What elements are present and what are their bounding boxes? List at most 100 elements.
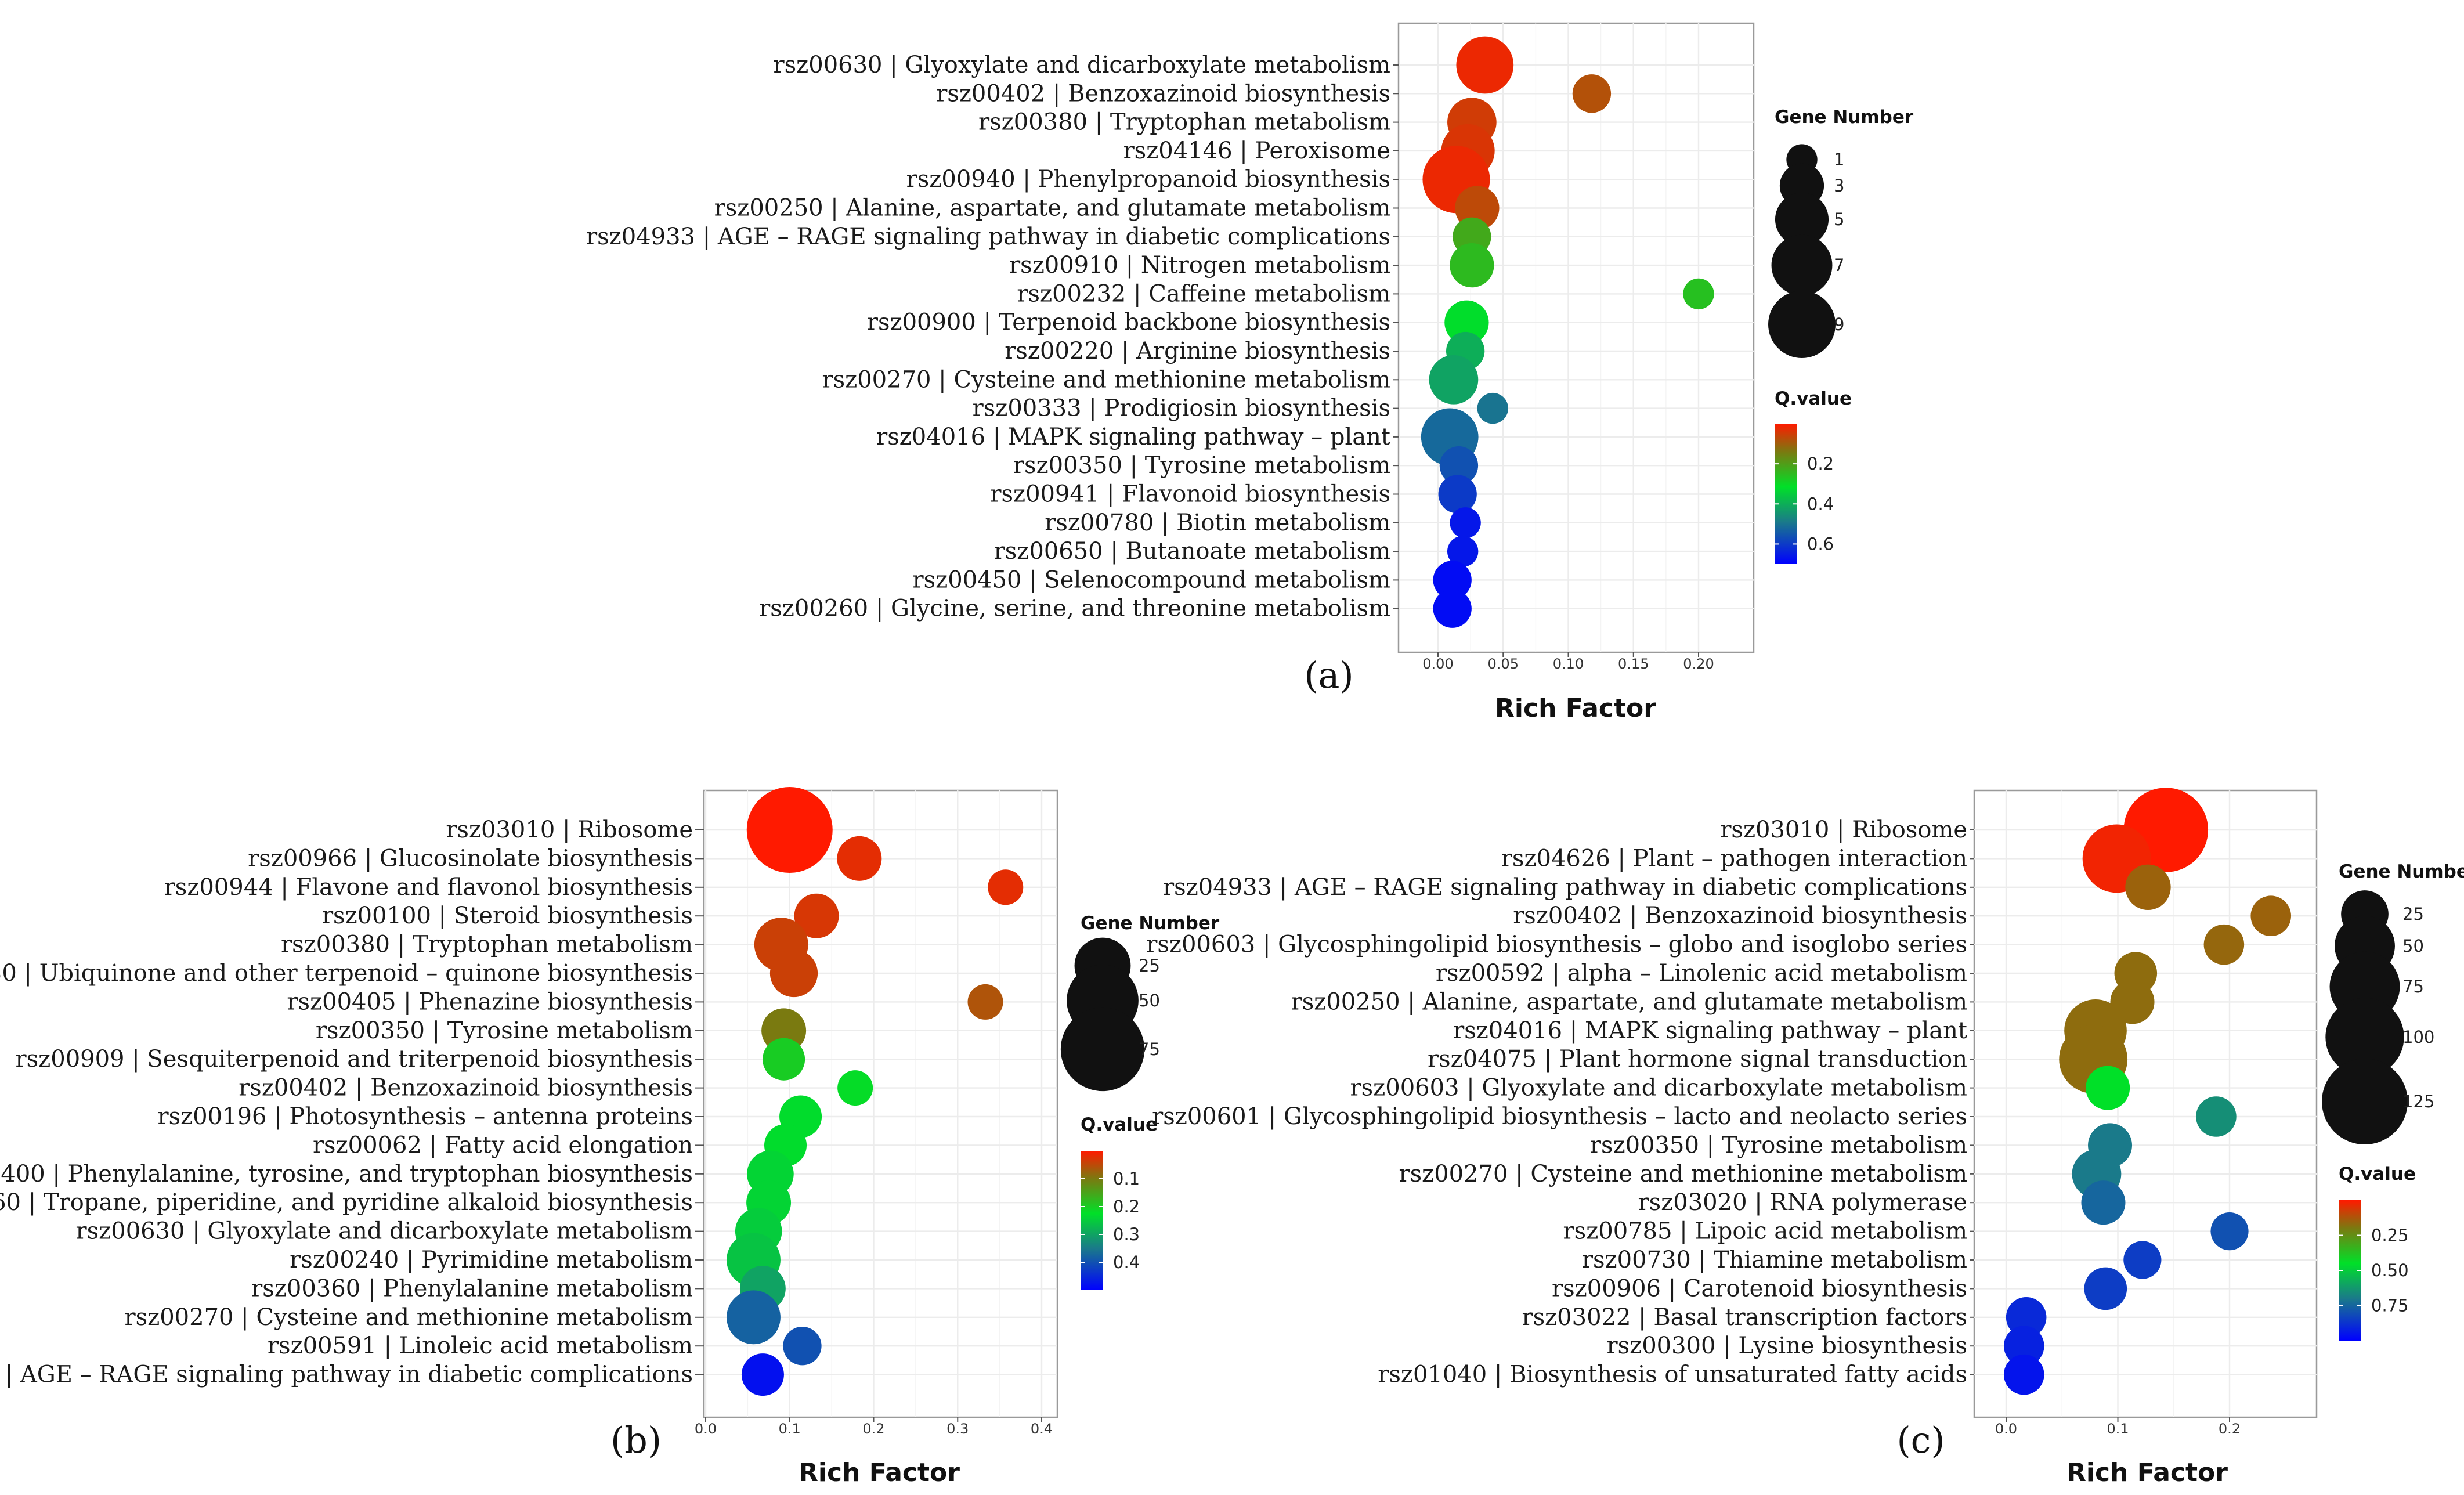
pathway-label: rsz00232 | Caffeine metabolism xyxy=(1017,280,1390,307)
x-axis-title: Rich Factor xyxy=(799,1458,960,1487)
panel-label: (b) xyxy=(610,1419,662,1461)
pathway-label: rsz00250 | Alanine, aspartate, and gluta… xyxy=(1291,988,1967,1015)
x-tick-label: 0.15 xyxy=(1618,656,1649,672)
size-legend-label: 5 xyxy=(1834,210,1844,229)
x-tick-label: 0.00 xyxy=(1422,656,1453,672)
pathway-label: rsz00960 | Tropane, piperidine, and pyri… xyxy=(0,1189,693,1216)
pathway-label: rsz00909 | Sesquiterpenoid and triterpen… xyxy=(16,1046,693,1072)
x-tick-label: 0.05 xyxy=(1488,656,1519,672)
pathway-label: rsz04016 | MAPK signaling pathway – plan… xyxy=(876,424,1390,450)
color-legend-bar xyxy=(1081,1151,1103,1290)
color-legend-label: 0.3 xyxy=(1113,1225,1140,1244)
size-legend-label: 75 xyxy=(1139,1039,1160,1059)
x-tick-label: 0.1 xyxy=(779,1421,801,1437)
x-tick-label: 0.1 xyxy=(2107,1421,2129,1437)
data-point xyxy=(988,869,1024,905)
color-legend-label: 0.1 xyxy=(1113,1169,1140,1189)
pathway-label: rsz00360 | Phenylalanine metabolism xyxy=(251,1275,693,1302)
pathway-label: rsz00940 | Phenylpropanoid biosynthesis xyxy=(906,166,1390,193)
pathway-label: rsz00906 | Carotenoid biosynthesis xyxy=(1552,1275,1967,1302)
pathway-label: rsz00402 | Benzoxazinoid biosynthesis xyxy=(936,80,1390,107)
data-point xyxy=(2250,895,2292,936)
size-legend-dot xyxy=(1060,1007,1145,1092)
data-point xyxy=(763,1038,805,1081)
pathway-label: rsz03010 | Ribosome xyxy=(446,817,693,843)
size-legend-label: 9 xyxy=(1834,315,1844,334)
x-tick-label: 0.20 xyxy=(1683,656,1714,672)
data-point xyxy=(1456,36,1514,94)
data-point xyxy=(1450,507,1481,539)
panel-label: (a) xyxy=(1304,654,1353,696)
pathway-label: rsz00785 | Lipoic acid metabolism xyxy=(1563,1218,1967,1245)
pathway-label: rsz01040 | Biosynthesis of unsaturated f… xyxy=(1378,1362,1967,1388)
color-legend-title: Q.value xyxy=(2339,1164,2416,1185)
data-point xyxy=(2210,1212,2249,1251)
data-point xyxy=(741,1353,784,1396)
data-point xyxy=(746,787,833,873)
pathway-label: rsz00603 | Glycosphingolipid biosynthesi… xyxy=(1146,931,1967,958)
data-point xyxy=(2125,864,2171,910)
data-point xyxy=(2004,1354,2044,1395)
data-point xyxy=(1683,278,1714,310)
pathway-label: rsz00250 | Alanine, aspartate, and gluta… xyxy=(714,195,1390,222)
data-point xyxy=(794,893,839,938)
pathway-label: rsz00270 | Cysteine and methionine metab… xyxy=(822,366,1391,393)
color-legend-label: 0.75 xyxy=(2371,1296,2409,1316)
pathway-label: rsz04933 | AGE – RAGE signaling pathway … xyxy=(1163,874,1967,901)
size-legend-label: 1 xyxy=(1834,150,1844,169)
pathway-label: rsz00400 | Phenylalanine, tyrosine, and … xyxy=(0,1161,693,1187)
pathway-label: rsz00900 | Terpenoid backbone biosynthes… xyxy=(867,309,1390,336)
x-axis-title: Rich Factor xyxy=(1495,694,1656,723)
x-tick-label: 0.0 xyxy=(1995,1421,2017,1437)
pathway-label: rsz03010 | Ribosome xyxy=(1720,817,1967,843)
size-legend-label: 50 xyxy=(2402,936,2424,956)
x-axis-title: Rich Factor xyxy=(2066,1458,2228,1487)
data-point xyxy=(769,949,818,998)
size-legend-dot xyxy=(1771,234,1833,296)
pathway-label: rsz00333 | Prodigiosin biosynthesis xyxy=(973,395,1390,422)
pathway-label: rsz00100 | Steroid biosynthesis xyxy=(322,902,693,929)
pathway-label: rsz00350 | Tyrosine metabolism xyxy=(1590,1132,1967,1158)
x-tick-label: 0.2 xyxy=(2219,1421,2241,1437)
pathway-label: rsz00592 | alpha – Linolenic acid metabo… xyxy=(1436,960,1967,987)
data-point xyxy=(2086,1066,2130,1110)
pathway-label: rsz03020 | RNA polymerase xyxy=(1638,1189,1967,1216)
size-legend-title: Gene Number xyxy=(1775,107,1914,128)
data-point xyxy=(1433,561,1472,600)
pathway-label: rsz00601 | Glycosphingolipid biosynthesi… xyxy=(1152,1103,1967,1130)
pathway-label: rsz04075 | Plant hormone signal transduc… xyxy=(1428,1046,1967,1072)
size-legend-label: 7 xyxy=(1834,255,1844,275)
color-legend-label: 0.2 xyxy=(1113,1197,1140,1216)
color-legend-label: 0.6 xyxy=(1807,534,1834,554)
pathway-label: rsz00910 | Nitrogen metabolism xyxy=(1009,252,1390,279)
data-point xyxy=(1447,536,1479,567)
pathway-label: rsz04933 | AGE – RAGE signaling pathway … xyxy=(0,1362,693,1388)
data-point xyxy=(1433,589,1472,628)
color-legend-label: 0.4 xyxy=(1113,1252,1140,1272)
pathway-label: rsz00270 | Cysteine and methionine metab… xyxy=(1399,1161,1968,1187)
color-legend-label: 0.4 xyxy=(1807,494,1834,514)
pathway-label: rsz00780 | Biotin metabolism xyxy=(1045,510,1390,536)
pathway-label: rsz00380 | Tryptophan metabolism xyxy=(978,109,1390,136)
data-point xyxy=(837,1070,873,1106)
size-legend-label: 25 xyxy=(2402,904,2424,924)
x-tick-label: 0.2 xyxy=(862,1421,884,1437)
pathway-label: rsz00300 | Lysine biosynthesis xyxy=(1606,1332,1967,1359)
color-legend-label: 0.25 xyxy=(2371,1226,2409,1245)
pathway-label: rsz00130 | Ubiquinone and other terpenoi… xyxy=(0,960,693,987)
data-point xyxy=(1438,475,1477,514)
pathway-label: rsz00402 | Benzoxazinoid biosynthesis xyxy=(239,1075,693,1102)
pathway-label: rsz00260 | Glycine, serine, and threonin… xyxy=(759,595,1390,622)
data-point xyxy=(2123,1241,2162,1279)
data-point xyxy=(2110,980,2155,1024)
size-legend-dot xyxy=(1775,192,1829,247)
x-tick-label: 0.0 xyxy=(695,1421,717,1437)
pathway-label: rsz00405 | Phenazine biosynthesis xyxy=(287,988,693,1015)
pathway-label: rsz04146 | Peroxisome xyxy=(1123,138,1390,164)
data-point xyxy=(727,1290,781,1345)
data-point xyxy=(837,836,882,881)
data-point xyxy=(1572,74,1612,113)
size-legend-label: 125 xyxy=(2402,1092,2434,1111)
